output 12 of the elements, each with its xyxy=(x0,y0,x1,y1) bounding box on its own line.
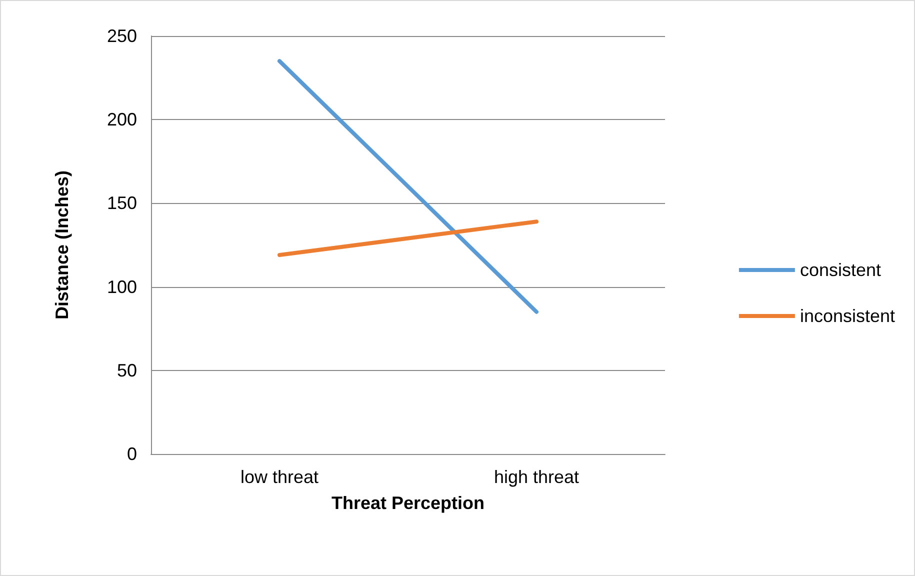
y-tick-label: 150 xyxy=(106,193,137,214)
x-tick-label: low threat xyxy=(240,467,319,487)
legend-label: consistent xyxy=(800,260,881,280)
x-axis-title: Threat Perception xyxy=(331,493,485,513)
y-tick-label: 50 xyxy=(116,360,137,380)
y-axis-title: Distance (Inches) xyxy=(52,170,72,320)
y-tick-label: 250 xyxy=(106,26,137,46)
x-tick-label: high threat xyxy=(494,467,580,487)
legend-label: inconsistent xyxy=(800,306,896,326)
y-tick-label: 0 xyxy=(126,444,137,464)
y-tick-label: 100 xyxy=(106,276,137,297)
y-tick-label: 200 xyxy=(106,110,137,130)
